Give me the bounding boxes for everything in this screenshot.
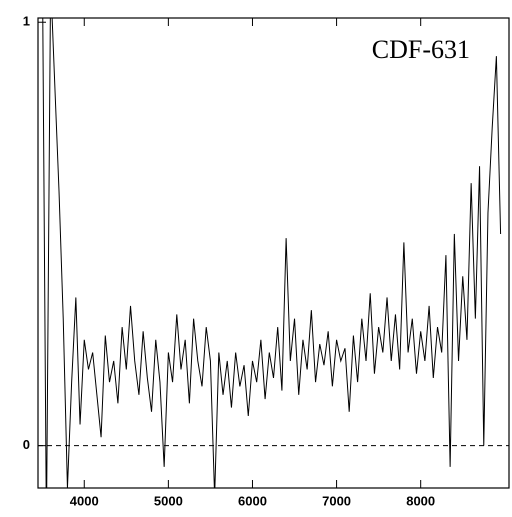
x-tick-label: 6000: [238, 493, 267, 508]
spectrum-line: [42, 18, 502, 488]
plot-frame: [37, 17, 510, 489]
x-tick-label: 5000: [154, 493, 183, 508]
x-tick-label: 4000: [70, 493, 99, 508]
x-tick-label: 7000: [322, 493, 351, 508]
x-tick-label: 8000: [406, 493, 435, 508]
chart-title: CDF-631: [372, 35, 470, 64]
y-tick-label: 1: [23, 14, 30, 29]
y-tick-label: 0: [23, 437, 30, 452]
